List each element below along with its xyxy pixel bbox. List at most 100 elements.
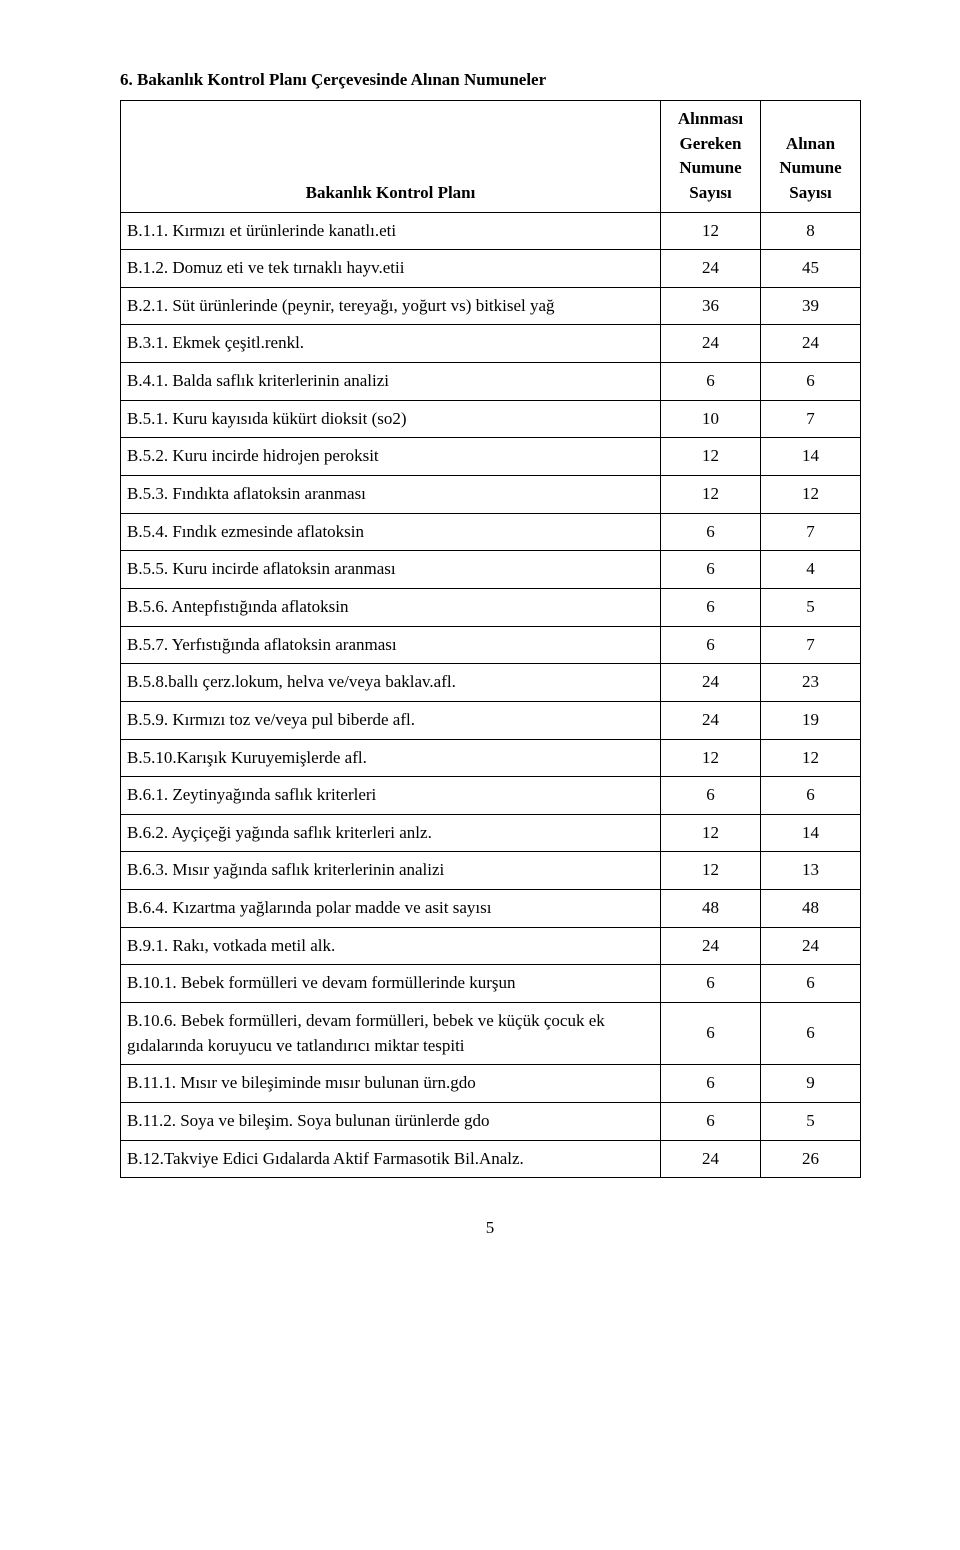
row-label: B.5.4. Fındık ezmesinde aflatoksin (121, 513, 661, 551)
row-taken-count: 39 (761, 287, 861, 325)
row-required-count: 24 (661, 1140, 761, 1178)
row-required-count: 6 (661, 551, 761, 589)
table-row: B.5.8.ballı çerz.lokum, helva ve/veya ba… (121, 664, 861, 702)
row-label: B.6.4. Kızartma yağlarında polar madde v… (121, 890, 661, 928)
table-row: B.2.1. Süt ürünlerinde (peynir, tereyağı… (121, 287, 861, 325)
row-required-count: 6 (661, 363, 761, 401)
row-required-count: 10 (661, 400, 761, 438)
row-label: B.5.5. Kuru incirde aflatoksin aranması (121, 551, 661, 589)
row-taken-count: 14 (761, 814, 861, 852)
row-taken-count: 12 (761, 476, 861, 514)
header-line (767, 107, 854, 132)
table-row: B.11.1. Mısır ve bileşiminde mısır bulun… (121, 1065, 861, 1103)
row-taken-count: 24 (761, 927, 861, 965)
table-row: B.6.4. Kızartma yağlarında polar madde v… (121, 890, 861, 928)
row-required-count: 24 (661, 927, 761, 965)
table-row: B.9.1. Rakı, votkada metil alk.2424 (121, 927, 861, 965)
header-taken-count: Alınan Numune Sayısı (761, 101, 861, 213)
samples-table: Bakanlık Kontrol Planı Alınması Gereken … (120, 100, 861, 1178)
row-taken-count: 45 (761, 250, 861, 288)
row-label: B.5.9. Kırmızı toz ve/veya pul biberde a… (121, 701, 661, 739)
header-line: Sayısı (767, 181, 854, 206)
row-taken-count: 48 (761, 890, 861, 928)
row-label: B.5.8.ballı çerz.lokum, helva ve/veya ba… (121, 664, 661, 702)
row-label: B.5.7. Yerfıstığında aflatoksin aranması (121, 626, 661, 664)
row-taken-count: 7 (761, 400, 861, 438)
row-label: B.5.2. Kuru incirde hidrojen peroksit (121, 438, 661, 476)
row-label: B.11.2. Soya ve bileşim. Soya bulunan ür… (121, 1102, 661, 1140)
row-label: B.1.2. Domuz eti ve tek tırnaklı hayv.et… (121, 250, 661, 288)
row-taken-count: 5 (761, 588, 861, 626)
table-row: B.5.2. Kuru incirde hidrojen peroksit121… (121, 438, 861, 476)
row-required-count: 6 (661, 513, 761, 551)
header-line: Numune (767, 156, 854, 181)
row-required-count: 12 (661, 476, 761, 514)
table-row: B.6.2. Ayçiçeği yağında saflık kriterler… (121, 814, 861, 852)
row-required-count: 12 (661, 814, 761, 852)
row-label: B.6.2. Ayçiçeği yağında saflık kriterler… (121, 814, 661, 852)
table-row: B.5.1. Kuru kayısıda kükürt dioksit (so2… (121, 400, 861, 438)
row-required-count: 12 (661, 852, 761, 890)
table-row: B.1.2. Domuz eti ve tek tırnaklı hayv.et… (121, 250, 861, 288)
row-label: B.2.1. Süt ürünlerinde (peynir, tereyağı… (121, 287, 661, 325)
table-row: B.5.3. Fındıkta aflatoksin aranması1212 (121, 476, 861, 514)
header-line: Alınması (667, 107, 754, 132)
row-taken-count: 8 (761, 212, 861, 250)
row-label: B.10.1. Bebek formülleri ve devam formül… (121, 965, 661, 1003)
header-plan-label: Bakanlık Kontrol Planı (121, 101, 661, 213)
row-required-count: 24 (661, 250, 761, 288)
table-row: B.6.1. Zeytinyağında saflık kriterleri66 (121, 777, 861, 815)
row-label: B.12.Takviye Edici Gıdalarda Aktif Farma… (121, 1140, 661, 1178)
row-taken-count: 12 (761, 739, 861, 777)
table-row: B.5.5. Kuru incirde aflatoksin aranması6… (121, 551, 861, 589)
row-label: B.3.1. Ekmek çeşitl.renkl. (121, 325, 661, 363)
table-row: B.5.6. Antepfıstığında aflatoksin65 (121, 588, 861, 626)
row-taken-count: 7 (761, 513, 861, 551)
row-required-count: 6 (661, 1102, 761, 1140)
row-taken-count: 26 (761, 1140, 861, 1178)
row-label: B.5.10.Karışık Kuruyemişlerde afl. (121, 739, 661, 777)
row-required-count: 24 (661, 664, 761, 702)
row-label: B.4.1. Balda saflık kriterlerinin analiz… (121, 363, 661, 401)
row-required-count: 48 (661, 890, 761, 928)
header-line: Sayısı (667, 181, 754, 206)
row-taken-count: 19 (761, 701, 861, 739)
row-required-count: 12 (661, 739, 761, 777)
table-row: B.11.2. Soya ve bileşim. Soya bulunan ür… (121, 1102, 861, 1140)
table-row: B.5.4. Fındık ezmesinde aflatoksin67 (121, 513, 861, 551)
header-required-count: Alınması Gereken Numune Sayısı (661, 101, 761, 213)
row-required-count: 12 (661, 438, 761, 476)
table-header-row: Bakanlık Kontrol Planı Alınması Gereken … (121, 101, 861, 213)
table-row: B.5.9. Kırmızı toz ve/veya pul biberde a… (121, 701, 861, 739)
table-row: B.3.1. Ekmek çeşitl.renkl.2424 (121, 325, 861, 363)
row-required-count: 6 (661, 1065, 761, 1103)
table-row: B.5.10.Karışık Kuruyemişlerde afl.1212 (121, 739, 861, 777)
table-row: B.1.1. Kırmızı et ürünlerinde kanatlı.et… (121, 212, 861, 250)
row-required-count: 36 (661, 287, 761, 325)
row-required-count: 6 (661, 965, 761, 1003)
row-required-count: 6 (661, 626, 761, 664)
header-line: Numune (667, 156, 754, 181)
row-taken-count: 4 (761, 551, 861, 589)
header-line: Alınan (767, 132, 854, 157)
row-taken-count: 9 (761, 1065, 861, 1103)
row-required-count: 24 (661, 701, 761, 739)
row-taken-count: 14 (761, 438, 861, 476)
row-label: B.6.1. Zeytinyağında saflık kriterleri (121, 777, 661, 815)
row-taken-count: 6 (761, 777, 861, 815)
table-row: B.10.1. Bebek formülleri ve devam formül… (121, 965, 861, 1003)
row-taken-count: 7 (761, 626, 861, 664)
row-required-count: 6 (661, 588, 761, 626)
table-row: B.5.7. Yerfıstığında aflatoksin aranması… (121, 626, 861, 664)
row-label: B.9.1. Rakı, votkada metil alk. (121, 927, 661, 965)
row-taken-count: 5 (761, 1102, 861, 1140)
table-row: B.10.6. Bebek formülleri, devam formülle… (121, 1003, 861, 1065)
row-label: B.6.3. Mısır yağında saflık kriterlerini… (121, 852, 661, 890)
row-label: B.11.1. Mısır ve bileşiminde mısır bulun… (121, 1065, 661, 1103)
row-taken-count: 13 (761, 852, 861, 890)
row-label: B.1.1. Kırmızı et ürünlerinde kanatlı.et… (121, 212, 661, 250)
row-label: B.5.3. Fındıkta aflatoksin aranması (121, 476, 661, 514)
row-label: B.5.6. Antepfıstığında aflatoksin (121, 588, 661, 626)
page-number: 5 (120, 1218, 860, 1238)
document-page: 6. Bakanlık Kontrol Planı Çerçevesinde A… (0, 0, 960, 1278)
